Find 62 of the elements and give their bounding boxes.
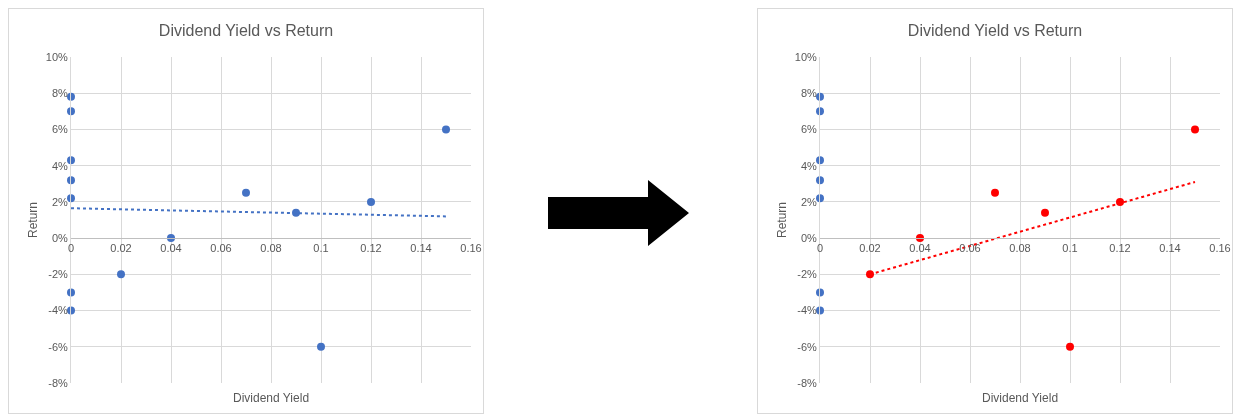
y-tick-label: 10% — [794, 50, 817, 63]
point — [442, 125, 450, 134]
point — [816, 194, 824, 203]
x-tick-label: 0.14 — [410, 242, 432, 255]
y-tick-label: 8% — [51, 87, 69, 100]
x-tick-label: 0.06 — [959, 242, 981, 255]
chart-title: Dividend Yield vs Return — [158, 22, 334, 40]
y-tick-label: -2% — [48, 268, 69, 281]
y-tick-label: 10% — [45, 50, 68, 63]
y-tick-label: 4% — [800, 159, 818, 172]
y-tick-label: 2% — [800, 195, 818, 208]
y-tick-label: 6% — [800, 123, 818, 136]
point — [1041, 208, 1049, 217]
x-tick-label: 0.02 — [859, 242, 881, 255]
x-tick-label: 0.1 — [313, 242, 329, 255]
y-tick-label: -8% — [797, 376, 818, 389]
y-tick-label: -6% — [48, 340, 69, 353]
chart-title: Dividend Yield vs Return — [907, 22, 1083, 40]
x-tick-label: 0.16 — [460, 242, 482, 255]
point — [67, 194, 75, 203]
point — [242, 188, 250, 197]
point — [367, 197, 375, 206]
point — [1116, 197, 1124, 206]
y-tick-label: -6% — [797, 340, 818, 353]
x-tick-label: 0.16 — [1209, 242, 1231, 255]
x-axis-title: Dividend Yield — [982, 391, 1059, 405]
y-tick-label: 4% — [51, 159, 69, 172]
y-axis-title: Return — [26, 201, 40, 239]
y-tick-label: 0% — [800, 231, 818, 244]
x-tick-label: 0.08 — [1009, 242, 1031, 255]
x-tick-label: 0 — [67, 242, 75, 255]
x-tick-label: 0.14 — [1159, 242, 1181, 255]
x-tick-label: 0.12 — [360, 242, 382, 255]
y-tick-label: -4% — [797, 304, 818, 317]
y-tick-label: -4% — [48, 304, 69, 317]
y-tick-label: 6% — [51, 123, 69, 136]
point — [991, 188, 999, 197]
y-tick-label: 8% — [800, 87, 818, 100]
point — [816, 288, 824, 297]
x-tick-label: 0.08 — [260, 242, 282, 255]
x-tick-label: 0.1 — [1062, 242, 1078, 255]
point — [1066, 342, 1074, 351]
x-axis-title: Dividend Yield — [233, 391, 310, 405]
x-tick-label: 0 — [816, 242, 824, 255]
x-tick-label: 0.02 — [110, 242, 132, 255]
x-tick-label: 0.04 — [909, 242, 931, 255]
y-tick-label: -2% — [797, 268, 818, 281]
point — [1191, 125, 1199, 134]
y-tick-label: -8% — [48, 376, 69, 389]
point — [866, 270, 874, 279]
x-tick-label: 0.06 — [210, 242, 232, 255]
y-tick-label: 0% — [51, 231, 69, 244]
point — [67, 156, 75, 165]
x-tick-label: 0.04 — [160, 242, 182, 255]
point — [67, 288, 75, 297]
y-axis-title: Return — [775, 201, 789, 239]
point — [317, 342, 325, 351]
x-tick-label: 0.12 — [1109, 242, 1131, 255]
point — [816, 156, 824, 165]
point — [292, 208, 300, 217]
point — [117, 270, 125, 279]
y-tick-label: 2% — [51, 195, 69, 208]
